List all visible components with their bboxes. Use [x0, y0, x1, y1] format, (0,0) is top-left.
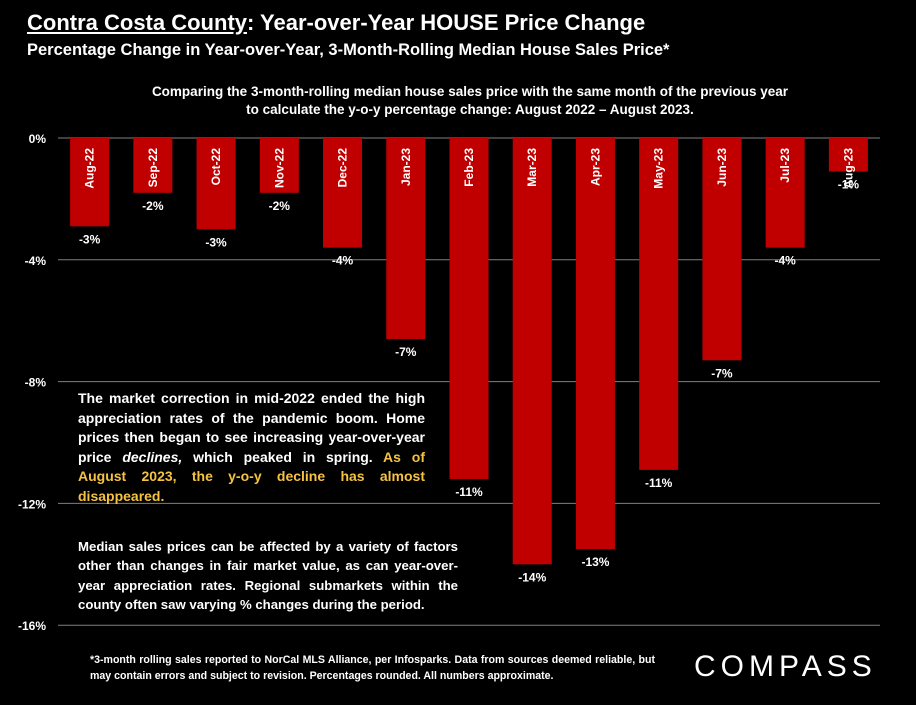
category-label: Aug-22	[83, 148, 97, 189]
bar	[639, 138, 679, 470]
bar	[702, 138, 742, 361]
bar	[765, 138, 805, 248]
market-note: The market correction in mid-2022 ended …	[78, 389, 425, 506]
footnote: *3-month rolling sales reported to NorCa…	[90, 654, 655, 682]
category-label: Nov-22	[272, 148, 286, 188]
disclaimer-note: Median sales prices can be affected by a…	[78, 539, 458, 612]
category-label: Aug-23	[841, 148, 855, 189]
category-label: Jun-23	[715, 148, 729, 187]
bar	[196, 138, 236, 230]
y-tick-label: 0%	[29, 132, 47, 146]
market-note-highlight: As of August 2023, the y-o-y decline has…	[78, 448, 426, 504]
compass-logo: COMPASS	[694, 650, 877, 683]
data-label: -4%	[774, 254, 796, 268]
data-label: -4%	[332, 254, 354, 268]
category-label: Sep-22	[146, 148, 160, 188]
bar	[70, 138, 110, 227]
bar	[133, 138, 173, 193]
y-tick-label: -12%	[18, 497, 46, 511]
category-label: Apr-23	[588, 148, 602, 186]
bar	[259, 138, 299, 193]
data-label: -13%	[581, 555, 609, 569]
title-rest: : Year-over-Year HOUSE Price Change	[247, 10, 646, 35]
bar	[575, 138, 615, 550]
data-label: -14%	[518, 570, 546, 584]
bar	[828, 138, 868, 172]
data-label: -11%	[645, 476, 673, 490]
bar	[449, 138, 489, 480]
category-label: Dec-22	[336, 148, 350, 188]
bar	[323, 138, 363, 248]
data-label: -11%	[455, 485, 483, 499]
category-label: May-23	[652, 148, 666, 189]
data-label: -7%	[395, 345, 417, 359]
data-label: -7%	[711, 366, 733, 380]
data-label: -3%	[79, 232, 101, 246]
market-note-emphasis: declines,	[122, 448, 183, 465]
y-tick-label: -16%	[18, 619, 46, 633]
y-tick-label: -8%	[25, 376, 47, 390]
bar	[386, 138, 426, 339]
market-note-text-end: which peaked in spring.	[182, 448, 373, 465]
data-label: -2%	[142, 199, 164, 213]
category-label: Jul-23	[778, 148, 792, 183]
data-label: -2%	[269, 199, 291, 213]
market-note-text: The market correction in mid-2022 ended …	[78, 390, 425, 465]
chart-description: Comparing the 3-month-rolling median hou…	[151, 84, 789, 117]
page-title: Contra Costa County: Year-over-Year HOUS…	[27, 10, 645, 36]
category-label: Jan-23	[399, 148, 413, 186]
data-label: -3%	[205, 235, 227, 249]
category-label: Mar-23	[525, 148, 539, 187]
y-tick-label: -4%	[25, 254, 47, 268]
data-label: -1%	[838, 177, 860, 191]
page-subtitle: Percentage Change in Year-over-Year, 3-M…	[27, 41, 670, 59]
category-label: Oct-22	[209, 148, 223, 186]
bar	[512, 138, 552, 565]
title-county: Contra Costa County	[27, 10, 247, 35]
category-label: Feb-23	[462, 148, 476, 187]
